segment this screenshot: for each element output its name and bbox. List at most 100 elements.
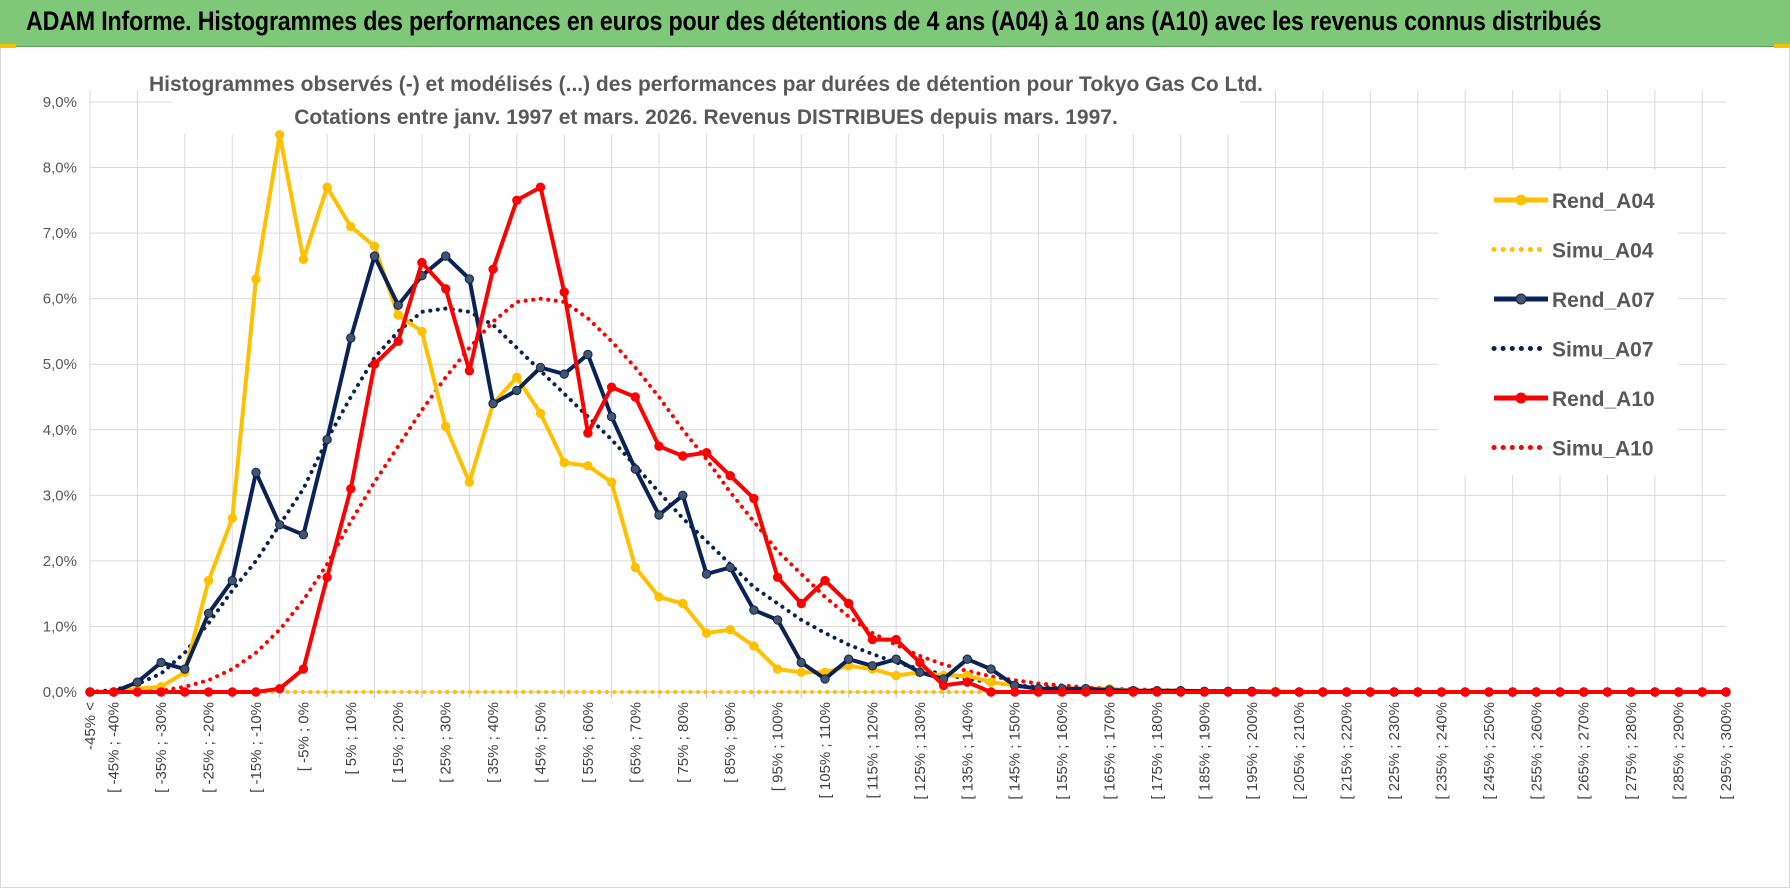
data-point-rend-a07 xyxy=(654,510,664,520)
data-point-rend-a10 xyxy=(701,448,712,458)
data-point-rend-a07 xyxy=(346,333,356,343)
data-point-rend-a07 xyxy=(820,674,830,684)
x-tick-label: [ 195% ; 200% xyxy=(1244,702,1261,800)
data-point-rend-a07 xyxy=(464,274,475,284)
data-point-rend-a07 xyxy=(559,369,569,379)
data-point-rend-a07 xyxy=(298,530,309,540)
data-point-rend-a07 xyxy=(678,490,688,500)
y-tick-label: 0,0% xyxy=(43,684,77,701)
data-point-rend-a10 xyxy=(678,451,688,461)
data-point-rend-a07 xyxy=(606,412,617,422)
x-tick-label: [ 265% ; 270% xyxy=(1576,702,1593,800)
x-tick-label: [ 175% ; 180% xyxy=(1149,702,1166,800)
x-tick-label: [ 25% ; 30% xyxy=(438,702,455,783)
data-point-rend-a10 xyxy=(1223,687,1233,697)
data-point-rend-a07 xyxy=(962,654,972,664)
data-point-rend-a07 xyxy=(772,615,783,625)
data-point-rend-a04 xyxy=(630,562,640,573)
data-point-rend-a10 xyxy=(1365,687,1376,697)
data-point-rend-a10 xyxy=(1104,687,1115,697)
data-point-rend-a04 xyxy=(891,670,901,681)
x-tick-label: [ 245% ; 250% xyxy=(1481,702,1498,800)
x-tick-label: [ -35% ; -30% xyxy=(153,702,170,793)
data-point-rend-a07 xyxy=(701,569,712,579)
x-tick-label: [ 15% ; 20% xyxy=(390,702,407,783)
legend-label: Simu_A10 xyxy=(1552,438,1654,461)
data-point-rend-a07 xyxy=(369,251,380,261)
data-point-rend-a04 xyxy=(583,461,593,471)
y-tick-label: 4,0% xyxy=(43,422,77,439)
data-point-rend-a10 xyxy=(630,392,640,402)
data-point-rend-a10 xyxy=(1033,687,1044,697)
data-point-rend-a10 xyxy=(346,484,356,494)
series-line-rend-a10 xyxy=(90,185,1726,694)
x-tick-label: -45% < xyxy=(82,702,99,750)
data-point-rend-a10 xyxy=(938,680,949,691)
chart-legend: Rend_A04 Simu_A04 Rend_A07 Simu_A07 Rend_A10… xyxy=(1491,190,1655,461)
data-point-rend-a04 xyxy=(346,221,356,232)
y-tick-label: 9,0% xyxy=(43,94,77,111)
data-point-rend-a10 xyxy=(227,687,238,697)
data-point-rend-a10 xyxy=(1057,687,1067,697)
data-point-rend-a10 xyxy=(1721,687,1731,697)
data-point-rend-a10 xyxy=(1579,687,1589,697)
data-point-rend-a04 xyxy=(559,457,569,468)
data-point-rend-a10 xyxy=(85,687,95,697)
data-point-rend-a10 xyxy=(156,687,166,697)
legend-marker xyxy=(1515,392,1527,404)
legend-label: Rend_A07 xyxy=(1552,289,1655,312)
data-point-rend-a10 xyxy=(1270,687,1281,697)
banner-corner-right xyxy=(1774,44,1790,48)
data-point-rend-a07 xyxy=(441,251,451,261)
data-point-rend-a04 xyxy=(701,628,712,638)
data-point-rend-a10 xyxy=(1436,687,1447,697)
x-tick-label: [ 275% ; 280% xyxy=(1623,702,1640,800)
y-tick-label: 6,0% xyxy=(43,291,77,308)
x-tick-label: [ -45% ; -40% xyxy=(106,702,123,793)
data-point-rend-a10 xyxy=(986,687,996,697)
x-tick-label: [ -15% ; -10% xyxy=(248,702,265,793)
data-point-rend-a10 xyxy=(1389,687,1399,697)
data-point-rend-a10 xyxy=(298,664,309,674)
data-point-rend-a07 xyxy=(180,664,190,674)
data-point-rend-a07 xyxy=(156,657,166,668)
data-point-rend-a10 xyxy=(441,284,451,294)
x-tick-label: [ 215% ; 220% xyxy=(1339,702,1356,800)
data-point-rend-a10 xyxy=(844,598,854,609)
data-point-rend-a07 xyxy=(844,654,854,664)
x-tick-label: [ 55% ; 60% xyxy=(580,702,597,783)
data-point-rend-a10 xyxy=(535,182,546,192)
data-point-rend-a10 xyxy=(1697,687,1708,697)
data-point-rend-a10 xyxy=(1413,687,1423,697)
data-point-rend-a10 xyxy=(1152,687,1162,697)
data-point-rend-a10 xyxy=(796,598,806,609)
legend-label: Rend_A10 xyxy=(1552,388,1655,411)
data-point-rend-a10 xyxy=(915,657,925,668)
data-point-rend-a10 xyxy=(1531,687,1542,697)
title-banner: ADAM Informe. Histogrammes des performan… xyxy=(0,0,1790,47)
x-tick-label: [ 115% ; 120% xyxy=(864,702,881,798)
data-point-rend-a10 xyxy=(1199,687,1210,697)
data-point-rend-a07 xyxy=(891,654,901,664)
data-point-rend-a04 xyxy=(322,182,332,192)
x-tick-label: [ 295% ; 300% xyxy=(1718,702,1735,800)
data-point-rend-a07 xyxy=(203,608,214,618)
data-point-rend-a10 xyxy=(1247,687,1257,697)
data-point-rend-a10 xyxy=(725,471,735,481)
data-point-rend-a07 xyxy=(393,300,403,310)
data-point-rend-a04 xyxy=(725,625,735,635)
data-point-rend-a04 xyxy=(512,372,522,382)
data-point-rend-a10 xyxy=(1650,687,1660,697)
data-point-rend-a04 xyxy=(275,130,285,140)
data-point-rend-a10 xyxy=(488,264,498,274)
data-point-rend-a07 xyxy=(867,661,878,671)
data-point-rend-a04 xyxy=(441,421,451,432)
data-point-rend-a04 xyxy=(654,592,664,602)
data-point-rend-a04 xyxy=(203,575,214,586)
chart-title: Histogrammes observés (-) et modélisés (… xyxy=(149,73,1263,96)
data-point-rend-a10 xyxy=(1555,687,1565,697)
chart-series xyxy=(85,130,1731,697)
data-point-rend-a10 xyxy=(1294,687,1304,697)
data-point-rend-a04 xyxy=(678,598,688,609)
data-point-rend-a10 xyxy=(180,687,190,697)
